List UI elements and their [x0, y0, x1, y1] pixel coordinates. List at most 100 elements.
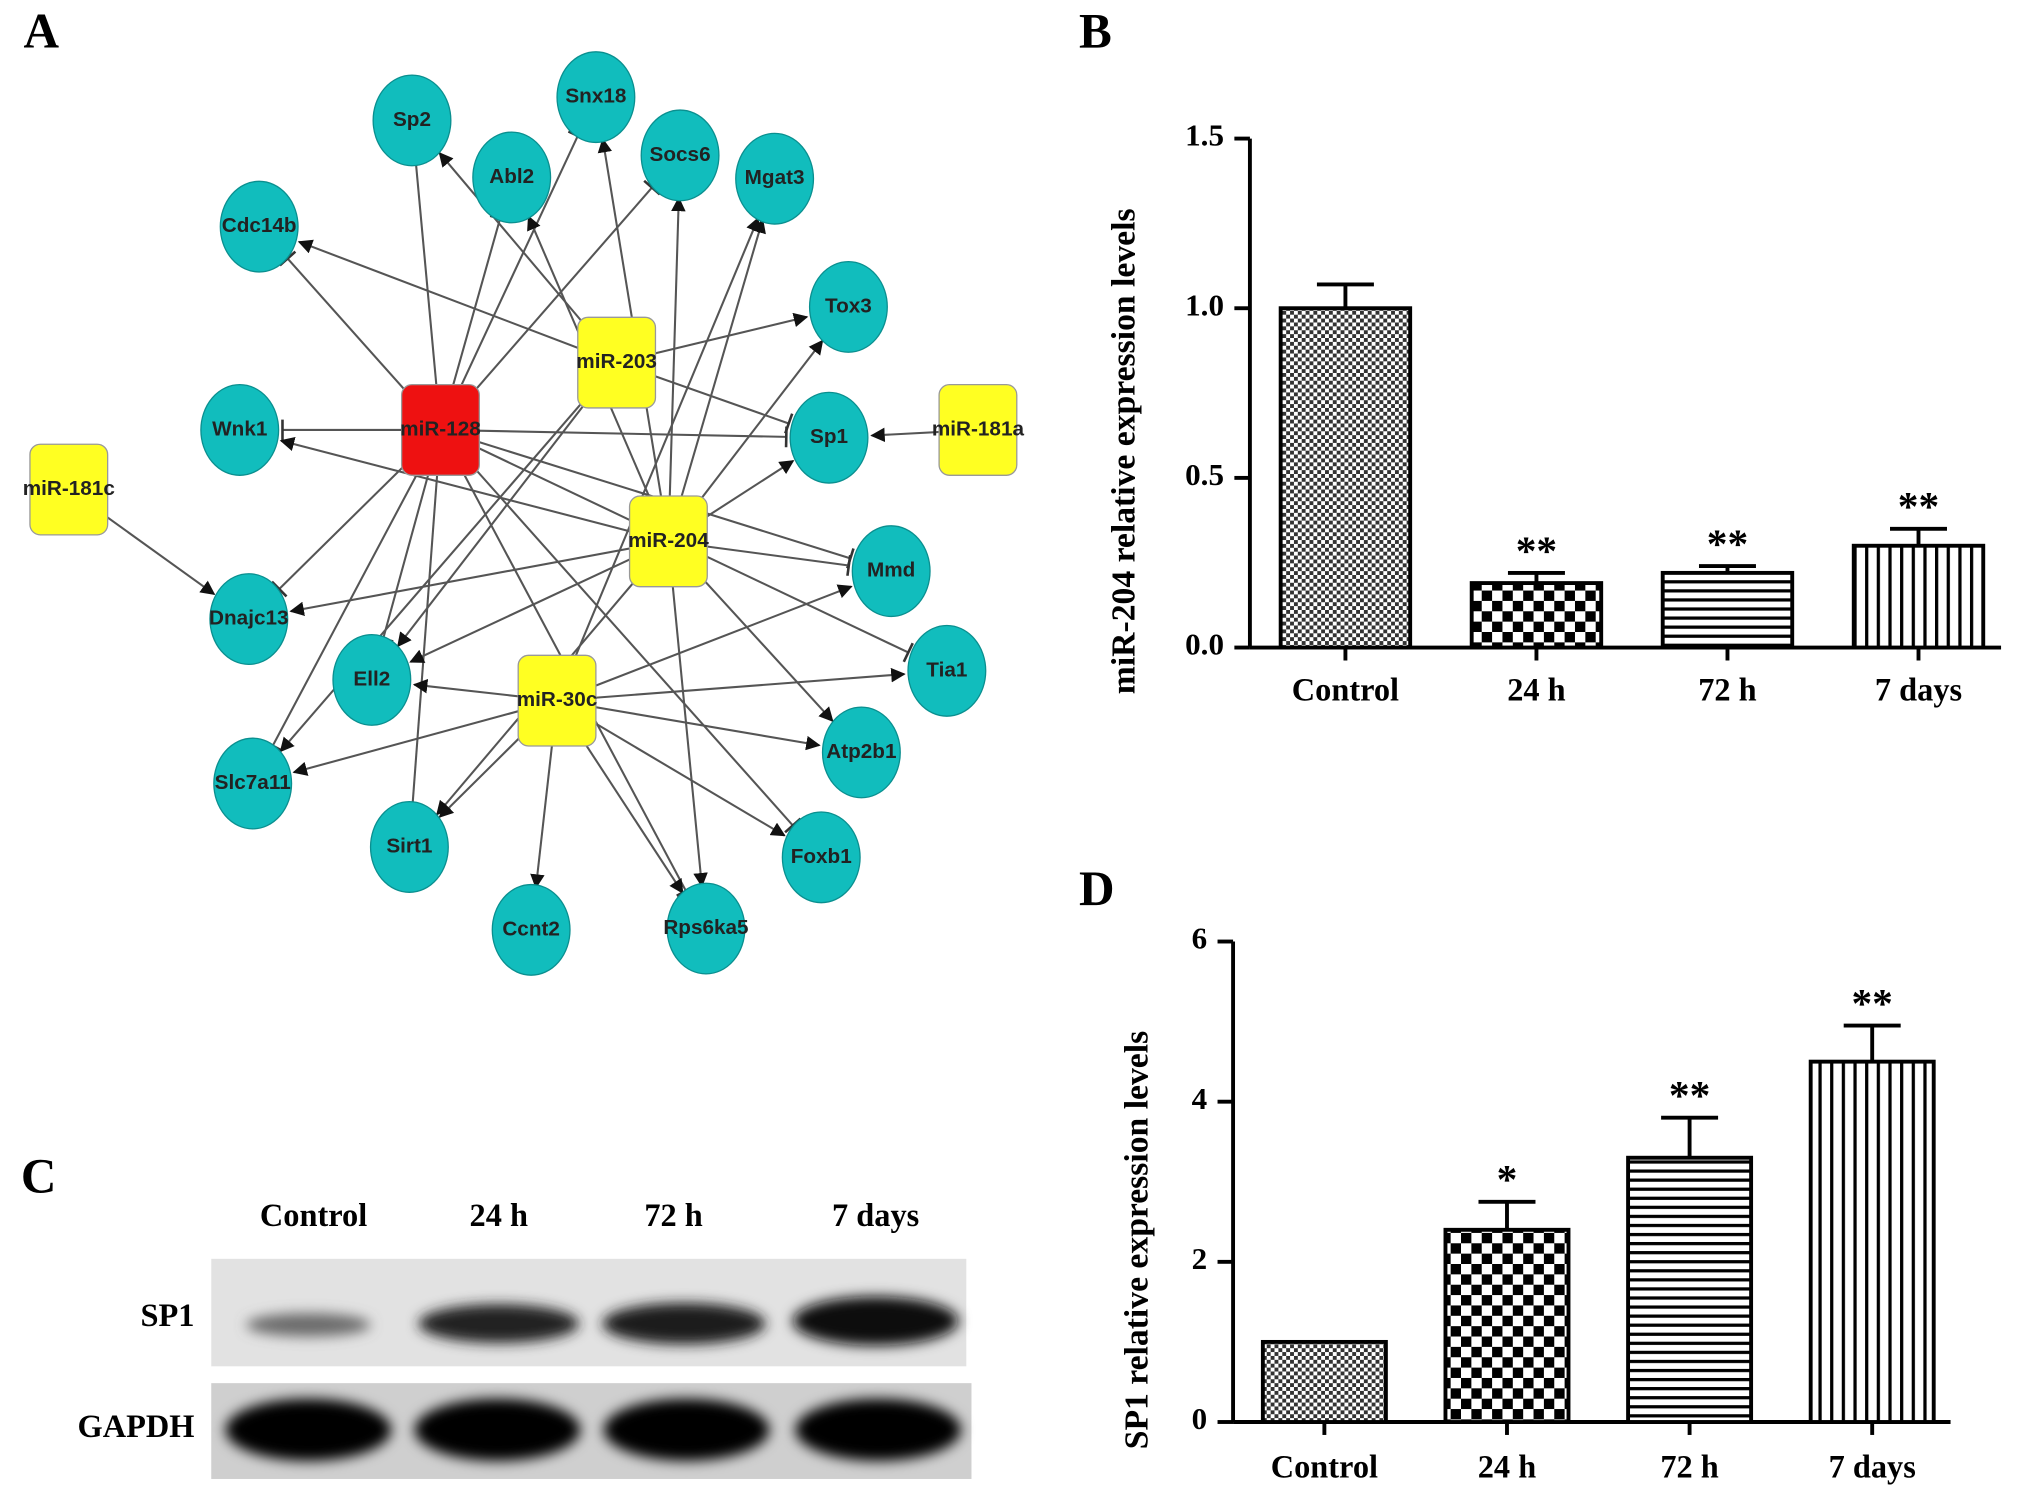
node-label: Tia1 [926, 658, 967, 681]
node-label: Slc7a11 [215, 771, 291, 794]
gene-node [735, 132, 815, 225]
node-label: Ell2 [353, 667, 390, 690]
network-edge [440, 428, 787, 438]
gene-node [332, 633, 412, 726]
blot-band [795, 1398, 962, 1461]
significance-label: ** [1516, 527, 1557, 573]
x-tick-label: Control [1271, 1449, 1378, 1485]
node-label: Sp2 [393, 108, 431, 131]
network-edge [440, 428, 851, 560]
mirna-node [577, 316, 657, 409]
x-tick-label: 24 h [1478, 1449, 1536, 1485]
gene-node [781, 811, 861, 904]
node-label: Dnajc13 [209, 607, 288, 630]
y-axis-label: SP1 relative expression levels [1119, 1031, 1156, 1449]
node-label: Tox3 [825, 294, 872, 317]
node-label: Sirt1 [386, 834, 432, 857]
panel-label: C [21, 1148, 57, 1203]
gene-node [219, 180, 299, 273]
bar [1469, 581, 1604, 650]
x-tick-label: 24 h [1507, 672, 1565, 708]
x-tick-label: Control [1292, 672, 1399, 708]
mirna-node [938, 383, 1018, 476]
mirna-node [517, 654, 597, 747]
blot-band [414, 1398, 581, 1461]
node-label: Abl2 [489, 165, 534, 188]
gene-node [640, 109, 720, 202]
gene-node [907, 624, 987, 717]
gene-node [213, 737, 293, 830]
network-edge [667, 541, 708, 888]
gene-node [851, 525, 931, 618]
blot-band [246, 1313, 371, 1337]
x-tick-label: 7 days [1875, 672, 1962, 708]
network-edge [411, 429, 442, 805]
network-edge [556, 216, 760, 702]
network-edge [439, 429, 794, 827]
bar [1626, 1155, 1754, 1424]
node-label: Sp1 [810, 425, 848, 448]
gene-node [821, 706, 901, 799]
mirna-node [29, 443, 109, 536]
node-label: miR-30c [517, 688, 598, 711]
gene-node [666, 882, 746, 975]
x-tick-label: 7 days [1829, 1449, 1916, 1485]
blot-band [792, 1296, 959, 1346]
network-edge [409, 540, 669, 663]
node-label: miR-181c [23, 477, 115, 500]
blot-band [225, 1398, 392, 1461]
significance-label: ** [1707, 520, 1748, 566]
significance-label: ** [1898, 483, 1939, 529]
y-tick-label: 4 [1192, 1081, 1208, 1116]
bar [1851, 543, 1986, 650]
network-edge [556, 667, 906, 702]
network-edge [397, 361, 618, 648]
network-edge [439, 135, 579, 431]
node-label: Atp2b1 [826, 740, 896, 763]
network-edge [271, 429, 442, 747]
gene-node [372, 74, 452, 167]
network-edge [279, 436, 669, 543]
bar [1443, 1227, 1571, 1424]
gene-node [789, 391, 869, 484]
inhibition-bar [784, 413, 794, 434]
x-tick-label: 72 h [1698, 672, 1756, 708]
western-blot [211, 1258, 972, 1479]
node-label: Cdc14b [222, 214, 297, 237]
blot-column-label: 72 h [644, 1198, 702, 1234]
inhibition-bar [902, 642, 914, 663]
node-label: Snx18 [565, 85, 626, 108]
blot-row-label: GAPDH [78, 1409, 195, 1445]
y-tick-label: 0.0 [1185, 627, 1224, 662]
node-label: Mgat3 [745, 166, 805, 189]
y-axis-label: miR-204 relative expression levels [1106, 208, 1143, 694]
node-label: miR-203 [576, 350, 657, 373]
panel-label: D [1079, 861, 1115, 916]
node-label: Rps6ka5 [663, 916, 748, 939]
blot-column-label: 24 h [470, 1198, 528, 1234]
node-label: Foxb1 [791, 845, 852, 868]
gene-node [808, 260, 888, 353]
bar [1660, 570, 1795, 650]
blot-band [602, 1302, 766, 1345]
significance-label: * [1497, 1156, 1518, 1202]
mirna-node [628, 495, 708, 588]
panel-label: B [1079, 4, 1112, 59]
x-tick-label: 72 h [1660, 1449, 1718, 1485]
y-tick-label: 0 [1192, 1401, 1208, 1436]
network-edge [556, 584, 853, 702]
bar [1278, 306, 1413, 650]
y-tick-label: 0.5 [1185, 457, 1224, 492]
blot-band [418, 1304, 580, 1343]
network-edges [68, 130, 978, 897]
gene-node [556, 51, 636, 144]
gene-node [200, 383, 280, 476]
y-tick-label: 6 [1192, 921, 1208, 956]
network-edge [556, 699, 821, 751]
blot-row-label: SP1 [140, 1298, 194, 1334]
network-nodes: Sp2 Snx18 Abl2 Socs6 Mgat3 Cdc14b Tox3 miR-203 m… [23, 51, 1024, 976]
network-edge [289, 540, 669, 617]
gene-node [369, 801, 449, 893]
blot-column-label: Control [260, 1198, 367, 1234]
